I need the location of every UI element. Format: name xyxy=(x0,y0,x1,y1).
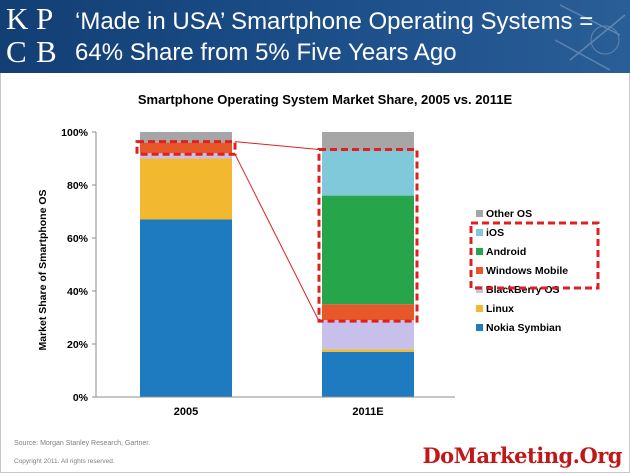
bar-segment-ios-2011e xyxy=(322,150,414,196)
logo-letter-c: C xyxy=(6,34,27,69)
logo-letter-k: K xyxy=(6,1,29,36)
slide-title-line2: 64% Share from 5% Five Years Ago xyxy=(75,39,457,66)
bar-segment-nokia-symbian-2005 xyxy=(140,219,232,397)
chart-title: Smartphone Operating System Market Share… xyxy=(138,92,513,107)
y-axis-label: Market Share of Smartphone OS xyxy=(37,189,49,350)
logo-letter-b: B xyxy=(36,34,57,69)
legend-swatch xyxy=(476,324,483,331)
logo-letter-p: P xyxy=(36,1,54,36)
y-tick-label: 0% xyxy=(73,392,89,404)
connector-line-top xyxy=(234,141,320,151)
legend-label: Nokia Symbian xyxy=(486,322,561,334)
x-category-label: 2005 xyxy=(174,406,198,418)
legend-swatch xyxy=(476,229,483,236)
legend-label: Linux xyxy=(486,303,514,315)
x-category-label: 2011E xyxy=(352,406,383,418)
legend-label: Windows Mobile xyxy=(486,265,568,277)
slide-title: ‘Made in USA’ Smartphone Operating Syste… xyxy=(75,6,595,68)
y-tick-label: 100% xyxy=(61,127,89,139)
bar-segment-android-2011e xyxy=(322,195,414,305)
legend-swatch xyxy=(476,248,483,255)
bar-segment-windows-mobile-2005 xyxy=(140,142,232,154)
connector-line-bottom xyxy=(234,153,320,322)
y-tick-label: 20% xyxy=(67,339,89,351)
bar-segment-nokia-symbian-2011e xyxy=(322,351,414,397)
y-tick-label: 40% xyxy=(67,286,89,298)
highlight-box-2011e xyxy=(317,148,419,323)
legend-label: BlackBerry OS xyxy=(486,284,560,296)
legend-swatch xyxy=(476,305,483,312)
y-tick-label: 80% xyxy=(67,180,89,192)
highlight-box-2005 xyxy=(135,140,237,156)
legend-swatch xyxy=(476,210,483,217)
bar-stacks xyxy=(140,132,414,397)
y-tick-label: 60% xyxy=(67,233,89,245)
source-note: Source: Morgan Stanley Research, Gartner… xyxy=(14,440,151,447)
legend-label: Other OS xyxy=(486,208,532,220)
slide-title-line1: ‘Made in USA’ Smartphone Operating Syste… xyxy=(75,8,594,35)
legend-swatch xyxy=(476,267,483,274)
bar-segment-linux-2011e xyxy=(322,349,414,352)
bar-segment-blackberry-os-2005 xyxy=(140,153,232,159)
bar-segment-other-os-2005 xyxy=(140,132,232,143)
bar-segment-windows-mobile-2011e xyxy=(322,304,414,321)
kpcb-logo: K P C B xyxy=(4,3,64,69)
bar-segment-other-os-2011e xyxy=(322,132,414,151)
chart-legend: Other OS iOS Android Windows Mobile BlackBer… xyxy=(469,208,600,334)
slide-header: K P C B ‘Made in USA’ Smartphone Operati… xyxy=(0,0,630,73)
bar-segment-linux-2005 xyxy=(140,158,232,220)
legend-label: iOS xyxy=(486,227,504,239)
legend-highlight-box xyxy=(469,221,600,290)
y-axis-ticks: 0% 20% 40% 60% 80% 100% xyxy=(61,127,96,404)
header-decoration xyxy=(554,4,626,71)
watermark: DoMarketing.Org xyxy=(422,443,622,468)
copyright-note: Copyright 2011. All rights reserved. xyxy=(14,458,115,465)
highlight-annotations xyxy=(135,140,419,323)
x-axis-labels: 2005 2011E xyxy=(174,406,384,418)
legend-label: Android xyxy=(486,246,526,258)
bar-segment-blackberry-os-2011e xyxy=(322,320,414,350)
